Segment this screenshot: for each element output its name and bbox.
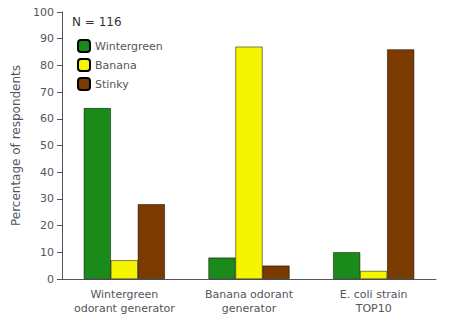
svg-text:50: 50 — [40, 139, 54, 152]
svg-text:70: 70 — [40, 86, 54, 99]
svg-text:Banana odorant: Banana odorant — [205, 288, 294, 301]
svg-text:Wintergreen: Wintergreen — [95, 40, 163, 53]
svg-text:Percentage of respondents: Percentage of respondents — [9, 65, 23, 226]
svg-text:generator: generator — [222, 302, 277, 315]
svg-text:E. coli strain: E. coli strain — [340, 288, 408, 301]
svg-text:20: 20 — [40, 219, 54, 232]
svg-text:Wintergreen: Wintergreen — [90, 288, 158, 301]
svg-text:odorant generator: odorant generator — [74, 302, 175, 315]
svg-text:0: 0 — [47, 273, 54, 286]
svg-text:60: 60 — [40, 112, 54, 125]
svg-text:40: 40 — [40, 166, 54, 179]
svg-text:90: 90 — [40, 32, 54, 45]
svg-text:10: 10 — [40, 246, 54, 259]
svg-text:80: 80 — [40, 59, 54, 72]
svg-text:30: 30 — [40, 192, 54, 205]
svg-text:Stinky: Stinky — [95, 78, 129, 91]
svg-text:100: 100 — [33, 6, 54, 19]
svg-text:TOP10: TOP10 — [355, 302, 392, 315]
svg-text:Banana: Banana — [95, 59, 137, 72]
svg-text:N = 116: N = 116 — [72, 15, 122, 29]
